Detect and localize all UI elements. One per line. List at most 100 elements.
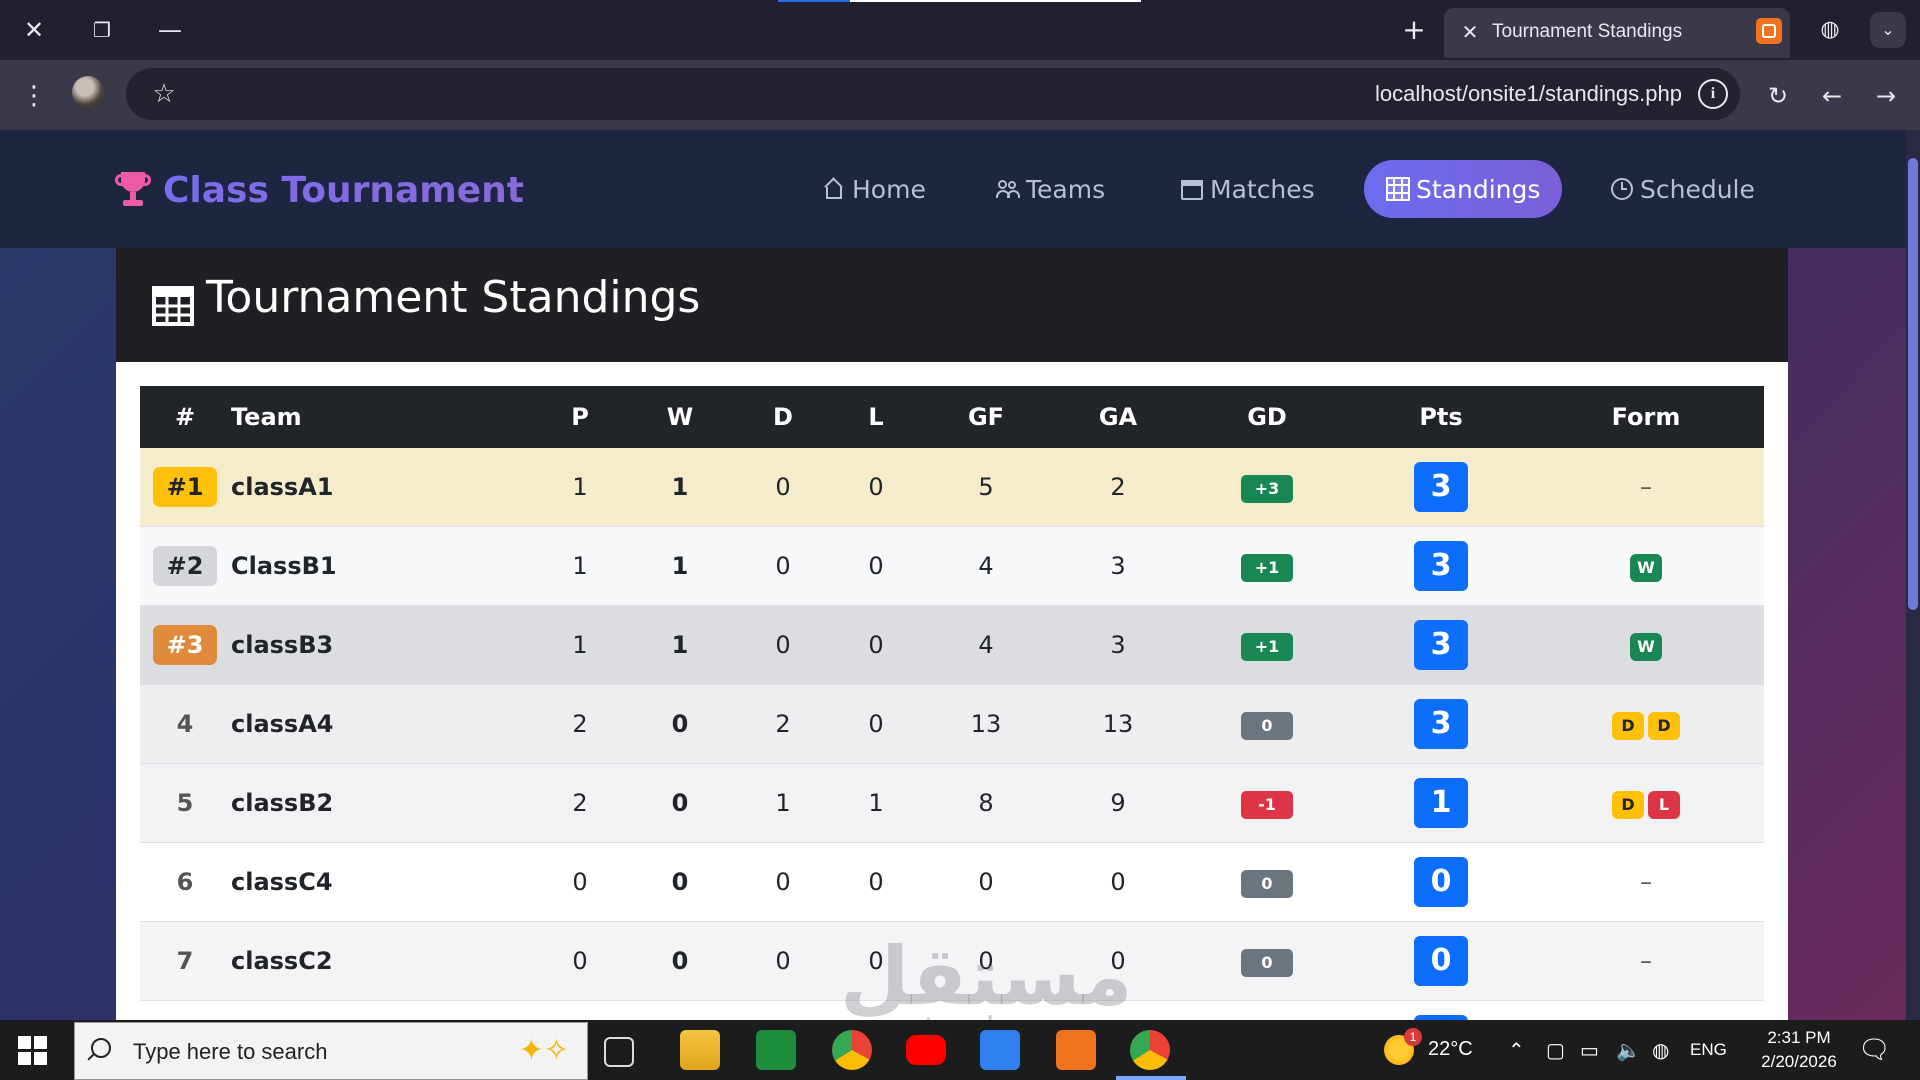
nav-matches[interactable]: Matches xyxy=(1180,160,1315,218)
table-row[interactable]: #1 classA1 1 1 0 0 5 2 +3 3– xyxy=(140,448,1764,527)
rank-badge: #1 xyxy=(153,467,217,507)
col-header[interactable]: GA xyxy=(1056,386,1180,448)
tab-search-chevron-icon[interactable]: ⌄ xyxy=(1870,12,1906,48)
nav-matches-label: Matches xyxy=(1210,174,1315,204)
col-header[interactable]: L xyxy=(836,386,916,448)
back-icon[interactable]: ← xyxy=(1821,82,1843,110)
form-badge: W xyxy=(1630,632,1662,661)
address-bar: ⋮ ☆ localhost/onsite1/standings.php i ↻ … xyxy=(0,60,1920,130)
nav-home[interactable]: Home xyxy=(822,160,926,218)
vscode-icon[interactable] xyxy=(980,1030,1020,1070)
rank-badge: #3 xyxy=(153,625,217,665)
points-badge: 0 xyxy=(1414,857,1468,907)
goals-against: 9 xyxy=(1056,763,1180,843)
col-header[interactable]: W xyxy=(630,386,730,448)
goals-against: 0 xyxy=(1056,921,1180,1001)
rank-badge: 7 xyxy=(176,947,194,975)
standings-table: # Team P W D L GF GA GD Pts Form #1 class… xyxy=(140,386,1764,1020)
url-text[interactable]: localhost/onsite1/standings.php xyxy=(1375,81,1682,106)
new-tab-button[interactable]: + xyxy=(1402,13,1426,46)
calendar-icon xyxy=(1180,177,1204,201)
draws: 0 xyxy=(730,921,836,1001)
goals-for: 4 xyxy=(916,526,1056,606)
brand-text: Class Tournament xyxy=(163,169,525,211)
browser-tab[interactable]: ✕ Tournament Standings xyxy=(1444,8,1790,58)
table-row[interactable]: 6 classC4 0 0 0 0 0 0 0 0– xyxy=(140,842,1764,922)
goals-for: 5 xyxy=(916,448,1056,527)
tab-close-icon[interactable]: ✕ xyxy=(1461,20,1479,44)
site-info-icon[interactable]: i xyxy=(1698,79,1728,109)
col-header[interactable]: Pts xyxy=(1354,386,1528,448)
notifications-icon[interactable]: 🗨 xyxy=(1858,1034,1892,1064)
taskbar-search[interactable]: Type here to search ✦✧ xyxy=(74,1022,588,1080)
wins: 0 xyxy=(630,684,730,764)
losses: 1 xyxy=(836,763,916,843)
nav-teams[interactable]: Teams xyxy=(996,160,1105,218)
battery-icon[interactable]: ▭ xyxy=(1580,1040,1599,1062)
table-row[interactable]: 5 classB2 2 0 1 1 8 9 -1 1 D L xyxy=(140,763,1764,843)
chrome-profile-icon[interactable] xyxy=(1130,1030,1170,1070)
col-header[interactable]: GF xyxy=(916,386,1056,448)
windows-start-icon[interactable] xyxy=(18,1036,48,1066)
language-indicator[interactable]: ENG xyxy=(1690,1040,1727,1059)
form-cell: – xyxy=(1528,1000,1764,1020)
scrollbar-thumb[interactable] xyxy=(1908,158,1918,610)
table-row[interactable]: 4 classA4 2 0 2 0 13 13 0 3 D D xyxy=(140,684,1764,764)
restore-window-icon[interactable]: ❐ xyxy=(93,18,111,42)
table-row[interactable]: #3 classB3 1 1 0 0 4 3 +1 3 W xyxy=(140,605,1764,685)
bookmark-star-icon[interactable]: ☆ xyxy=(152,79,176,109)
brand[interactable]: Class Tournament xyxy=(115,166,524,214)
close-window-icon[interactable]: ✕ xyxy=(23,16,45,44)
home-icon xyxy=(822,177,846,201)
forward-icon[interactable]: → xyxy=(1875,82,1897,110)
chrome-icon[interactable] xyxy=(832,1030,872,1070)
team-name: classB3 xyxy=(230,605,530,685)
minimize-window-icon[interactable]: — xyxy=(158,16,182,44)
col-header[interactable]: # xyxy=(140,386,230,448)
col-header[interactable]: D xyxy=(730,386,836,448)
col-header[interactable]: P xyxy=(530,386,630,448)
form-cell: – xyxy=(1528,921,1764,1001)
network-icon[interactable]: ◍ xyxy=(1652,1040,1670,1062)
col-header[interactable]: GD xyxy=(1180,386,1354,448)
table-row[interactable]: #2 ClassB1 1 1 0 0 4 3 +1 3 W xyxy=(140,526,1764,606)
task-view-icon[interactable] xyxy=(604,1037,634,1067)
played: 0 xyxy=(530,842,630,922)
wins: 0 xyxy=(630,921,730,1001)
clock-date: 2/20/2026 xyxy=(1761,1052,1837,1071)
weather-temp[interactable]: 22°C xyxy=(1428,1038,1473,1060)
col-header[interactable]: Team xyxy=(230,386,530,448)
omnibox[interactable]: ☆ localhost/onsite1/standings.php i xyxy=(126,68,1740,120)
nav-standings[interactable]: Standings xyxy=(1364,160,1563,218)
globe-icon[interactable]: ◍ xyxy=(1820,17,1840,42)
losses: 0 xyxy=(836,842,916,922)
table-row[interactable]: 8classB400000000– xyxy=(140,1000,1764,1020)
draws: 0 xyxy=(730,605,836,685)
volume-icon[interactable]: 🔈 xyxy=(1616,1040,1641,1062)
rank-badge: 4 xyxy=(176,710,194,738)
team-name: classA1 xyxy=(230,448,530,527)
losses: 0 xyxy=(836,526,916,606)
goals-against: 13 xyxy=(1056,684,1180,764)
standings-card: Tournament Standings # Team P W D L GF G… xyxy=(116,248,1788,1020)
kebab-menu-icon[interactable]: ⋮ xyxy=(21,81,47,111)
active-app-indicator xyxy=(1116,1076,1186,1080)
points-badge: 3 xyxy=(1414,462,1468,512)
loading-bar xyxy=(778,0,1141,2)
col-header[interactable]: Form xyxy=(1528,386,1764,448)
team-name: classB4 xyxy=(230,1000,530,1020)
search-icon xyxy=(91,1038,111,1058)
profile-avatar[interactable] xyxy=(72,76,104,108)
google-classroom-icon[interactable] xyxy=(756,1030,796,1070)
youtube-icon[interactable] xyxy=(906,1035,946,1065)
chevron-up-icon[interactable]: ⌃ xyxy=(1508,1040,1525,1062)
nav-schedule[interactable]: Schedule xyxy=(1610,160,1755,218)
clock[interactable]: 2:31 PM 2/20/2026 xyxy=(1744,1026,1854,1074)
xampp-icon[interactable] xyxy=(1056,1030,1096,1070)
table-row[interactable]: 7 classC2 0 0 0 0 0 0 0 0– xyxy=(140,921,1764,1001)
rank-badge: #2 xyxy=(153,546,217,586)
reload-icon[interactable]: ↻ xyxy=(1767,82,1789,110)
site-navbar: Class Tournament Home Teams Matches Stan… xyxy=(0,130,1906,248)
file-explorer-icon[interactable] xyxy=(680,1030,720,1070)
meet-icon[interactable]: ▢ xyxy=(1546,1040,1565,1062)
